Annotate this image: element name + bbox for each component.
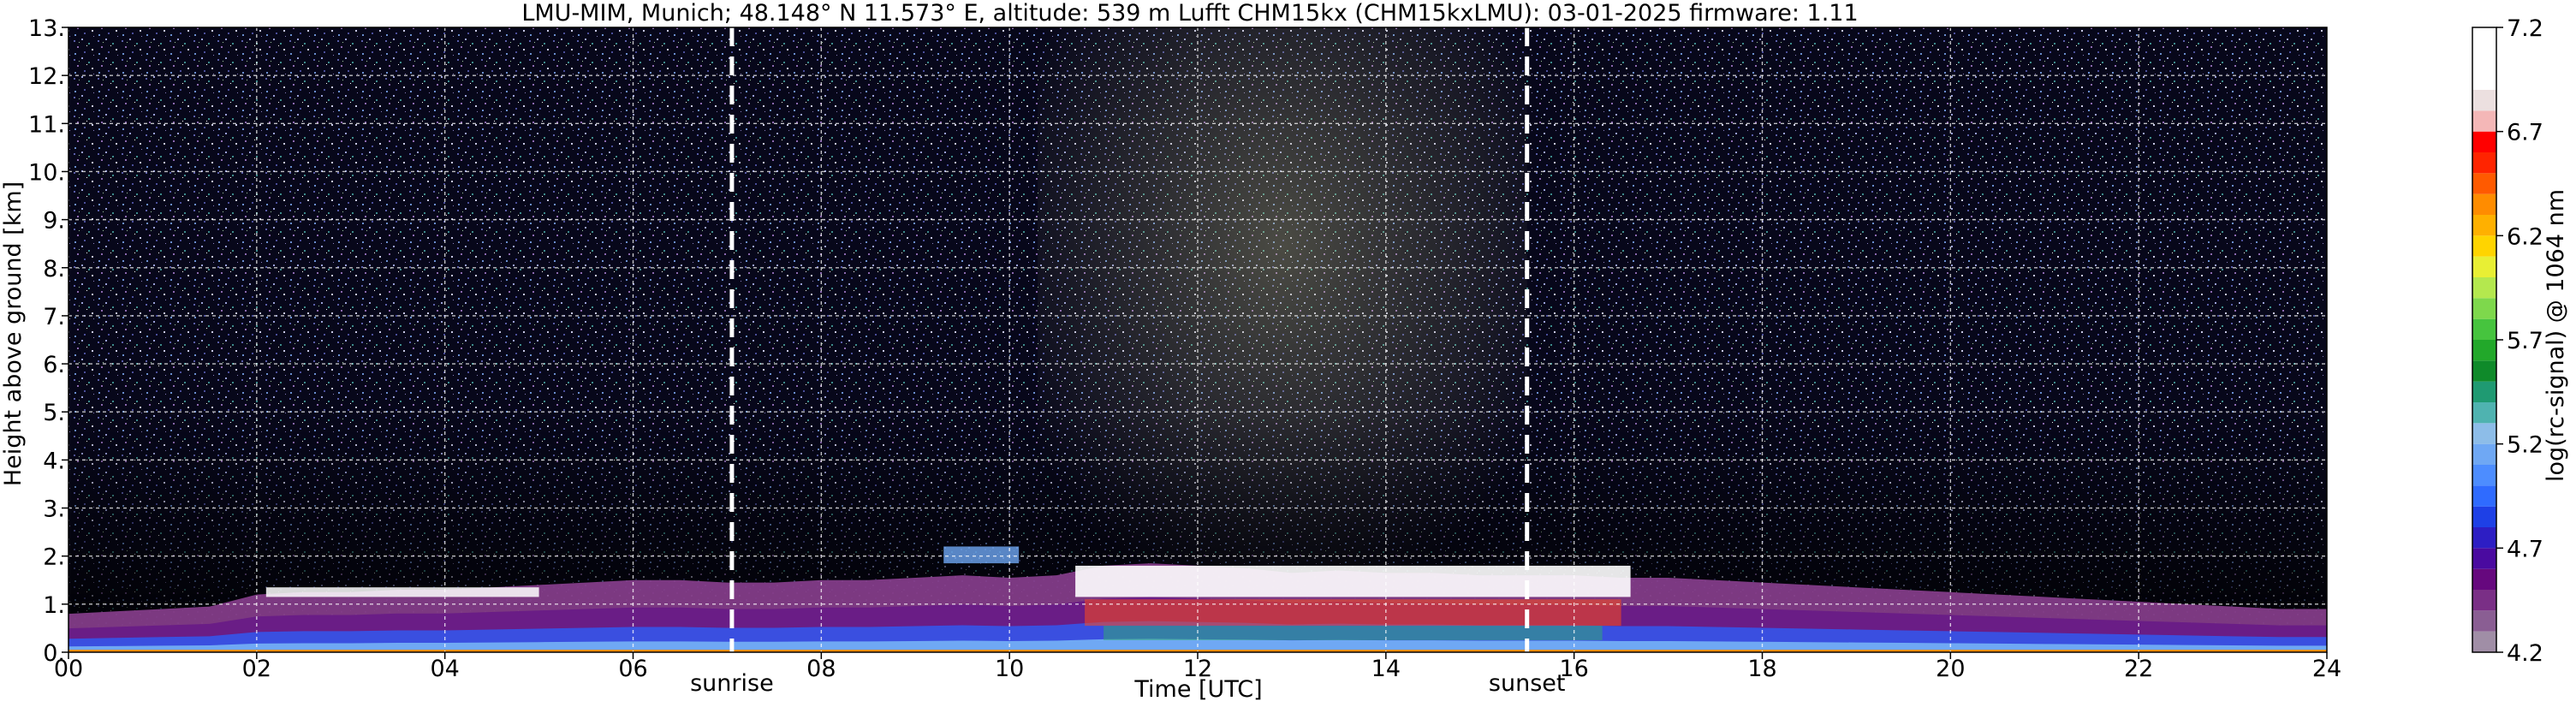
y-tick-label: 1. [43,592,65,619]
colorbar-band [2472,610,2496,632]
colorbar-band [2472,340,2496,361]
marker-label-sunset: sunset [1489,670,1566,697]
x-tick-label: 02 [242,656,271,682]
morning-layer [265,587,539,597]
colorbar-band [2472,173,2496,194]
colorbar-tick-label: 6.7 [2507,120,2543,146]
colorbar-tick-label: 4.2 [2507,640,2543,667]
x-tick-label: 14 [1371,656,1401,682]
colorbar-band [2472,631,2496,652]
x-tick-label: 00 [54,656,83,682]
colorbar-band [2472,590,2496,611]
x-tick-label: 08 [806,656,836,682]
y-tick-label: 4. [43,448,65,474]
y-tick-label: 8. [43,256,65,282]
colorbar-tick-label: 7.2 [2507,15,2543,42]
colorbar-band [2472,193,2496,215]
x-axis-label: Time [UTC] [1133,676,1262,703]
y-tick-label: 6. [43,352,65,378]
x-tick-label: 12 [1183,656,1212,682]
colorbar-band [2472,465,2496,486]
colorbar-band [2472,402,2496,424]
colorbar-band [2472,298,2496,319]
y-axis: 0. 1. 2. 3. 4. 5. 6. 7. 8. 9. 10. 11. 12. 13. [28,15,68,667]
chart-title: LMU-MIM, Munich; 48.148° N 11.573° E, al… [521,0,1858,27]
colorbar-band [2472,423,2496,444]
cloud-core [1085,599,1621,627]
colorbar-label: log(rc-signal) @ 1064 nm [2543,189,2569,482]
y-tick-label: 9. [43,208,65,235]
colorbar-band [2472,548,2496,569]
grid-lines [68,27,2327,652]
y-tick-label: 2. [43,544,65,571]
y-tick-label: 3. [43,496,65,523]
colorbar-tick-label: 4.7 [2507,536,2543,562]
colorbar-band [2472,527,2496,549]
colorbar-band [2472,443,2496,465]
colorbar-band [2472,485,2496,507]
elevated-layer [943,546,1020,564]
colorbar-band [2472,506,2496,527]
x-tick-label: 18 [1747,656,1776,682]
y-tick-label: 11. [28,111,65,138]
marker-label-sunrise: sunrise [690,670,774,697]
y-axis-label: Height above ground [km] [0,181,27,486]
y-tick-label: 7. [43,304,65,330]
colorbar-band [2472,568,2496,590]
colorbar-band [2472,215,2496,236]
x-tick-label: 04 [430,656,459,682]
colorbar-band [2472,235,2496,257]
y-tick-label: 5. [43,400,65,426]
colorbar-tick-label: 6.2 [2507,223,2543,250]
y-tick-label: 10. [28,159,65,186]
colorbar-tick-label: 5.7 [2507,328,2543,354]
cloud-base [1104,626,1603,640]
colorbar-band [2472,381,2496,402]
colorbar-band [2472,277,2496,299]
sun-markers: sunrise sunset [690,27,1565,697]
colorbar-band [2472,90,2496,111]
colorbar-band [2472,318,2496,340]
x-tick-label: 10 [995,656,1024,682]
colorbar-band [2472,110,2496,132]
colorbar-tick-label: 5.2 [2507,432,2543,459]
y-tick-label: 0. [43,640,65,667]
colorbar-band [2472,360,2496,382]
y-tick-label: 12. [28,63,65,90]
x-tick-label: 22 [2124,656,2153,682]
x-tick-label: 24 [2312,656,2341,682]
cloud-band [1075,565,1631,597]
colorbar-band [2472,131,2496,152]
x-tick-label: 20 [1936,656,1965,682]
colorbar-band [2472,152,2496,174]
colorbar-band [2472,27,2496,90]
x-tick-label: 16 [1559,656,1588,682]
colorbar: 4.2 4.7 5.2 5.7 6.2 6.7 7.2 [2472,15,2543,667]
x-tick-label: 06 [618,656,647,682]
x-axis: 00 02 04 06 08 10 12 14 16 18 20 22 24 [54,652,2341,682]
colorbar-band [2472,256,2496,277]
y-tick-label: 13. [28,15,65,42]
